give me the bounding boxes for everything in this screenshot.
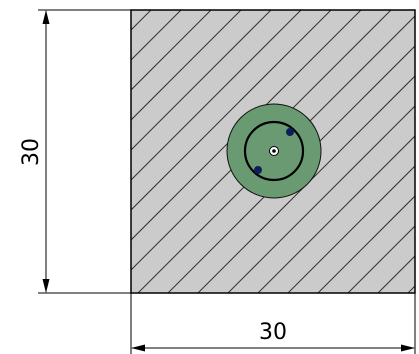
hatch-line (131, 10, 362, 241)
boss-inner-circle (243, 120, 305, 182)
pin-dot-top (286, 128, 294, 136)
hatch-line (131, 10, 242, 121)
hatch-line (0, 0, 11, 303)
center-boss (226, 103, 322, 199)
section-hatching (0, 0, 415, 303)
hatch-line (131, 10, 272, 151)
height-dimension: 30 (19, 9, 131, 294)
center-hole-inner (272, 149, 276, 153)
width-dimension: 30 (130, 293, 416, 354)
hatch-line (131, 10, 302, 181)
section-outline (130, 9, 416, 294)
hatch-line (257, 135, 415, 293)
hatch-line (131, 10, 182, 61)
hatch-line (317, 195, 415, 293)
hatch-line (287, 165, 415, 293)
width-dimension-label: 30 (259, 320, 287, 345)
height-dimension-label: 30 (19, 138, 44, 166)
hatch-line (347, 225, 415, 293)
hatch-line (197, 75, 415, 293)
hatch-line (227, 105, 415, 293)
hatch-line (131, 10, 332, 211)
pin-dot-bottom (254, 166, 262, 174)
hatch-line (0, 0, 101, 303)
hatch-line (131, 10, 212, 91)
section-square (0, 0, 416, 303)
